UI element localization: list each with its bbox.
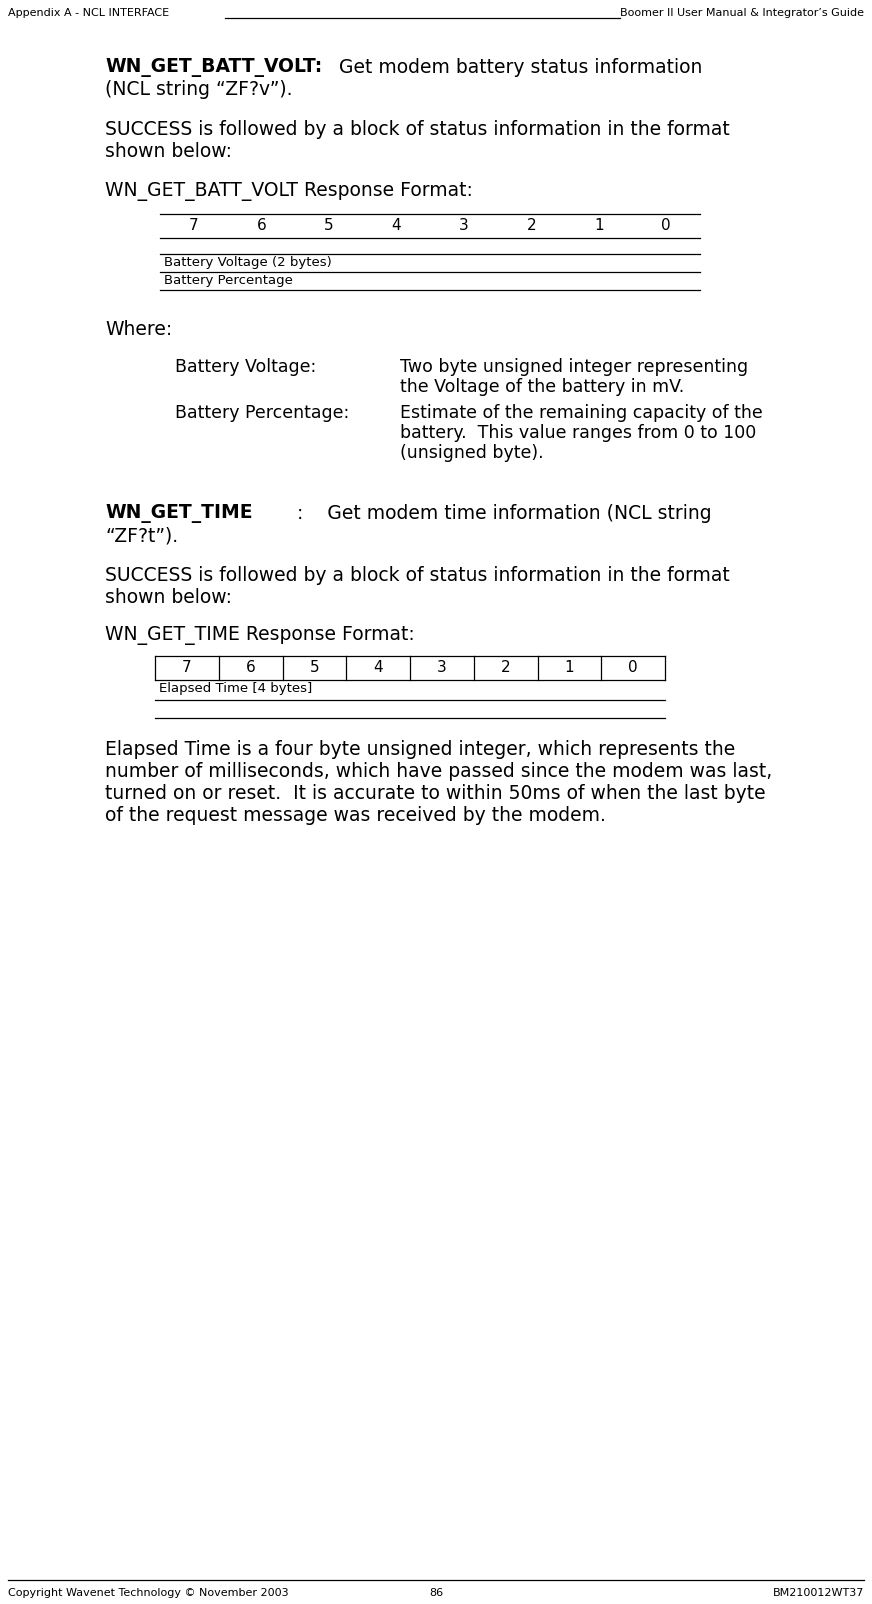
Text: Appendix A - NCL INTERFACE: Appendix A - NCL INTERFACE	[8, 8, 169, 18]
Text: Battery Voltage (2 bytes): Battery Voltage (2 bytes)	[164, 257, 331, 269]
Text: 5: 5	[310, 659, 319, 675]
Text: 7: 7	[189, 218, 199, 233]
Text: 86: 86	[429, 1588, 443, 1598]
Text: WN_GET_BATT_VOLT Response Format:: WN_GET_BATT_VOLT Response Format:	[105, 181, 473, 200]
Text: Copyright Wavenet Technology © November 2003: Copyright Wavenet Technology © November …	[8, 1588, 289, 1598]
Text: Estimate of the remaining capacity of the: Estimate of the remaining capacity of th…	[400, 404, 763, 422]
Text: Elapsed Time [4 bytes]: Elapsed Time [4 bytes]	[159, 682, 312, 695]
Text: SUCCESS is followed by a block of status information in the format: SUCCESS is followed by a block of status…	[105, 120, 730, 140]
Text: 1: 1	[564, 659, 574, 675]
Text: 3: 3	[459, 218, 468, 233]
Text: battery.  This value ranges from 0 to 100: battery. This value ranges from 0 to 100	[400, 423, 756, 443]
Text: Elapsed Time is a four byte unsigned integer, which represents the: Elapsed Time is a four byte unsigned int…	[105, 739, 735, 759]
Text: Battery Percentage:: Battery Percentage:	[175, 404, 350, 422]
Text: 0: 0	[629, 659, 638, 675]
Text: Boomer II User Manual & Integrator’s Guide: Boomer II User Manual & Integrator’s Gui…	[620, 8, 864, 18]
Text: number of milliseconds, which have passed since the modem was last,: number of milliseconds, which have passe…	[105, 762, 773, 781]
Text: “ZF?t”).: “ZF?t”).	[105, 526, 178, 545]
Text: shown below:: shown below:	[105, 589, 232, 606]
Text: 4: 4	[392, 218, 401, 233]
Text: 3: 3	[437, 659, 446, 675]
Text: 0: 0	[662, 218, 671, 233]
Text: 5: 5	[324, 218, 334, 233]
Text: Battery Voltage:: Battery Voltage:	[175, 358, 317, 375]
Text: (unsigned byte).: (unsigned byte).	[400, 444, 543, 462]
Text: turned on or reset.  It is accurate to within 50ms of when the last byte: turned on or reset. It is accurate to wi…	[105, 784, 766, 804]
Text: 7: 7	[182, 659, 192, 675]
Text: Battery Percentage: Battery Percentage	[164, 274, 293, 287]
Text: (NCL string “ZF?v”).: (NCL string “ZF?v”).	[105, 80, 292, 99]
Text: 4: 4	[373, 659, 383, 675]
Text: 6: 6	[256, 218, 266, 233]
Text: 1: 1	[594, 218, 603, 233]
Text: 2: 2	[527, 218, 536, 233]
Text: of the request message was received by the modem.: of the request message was received by t…	[105, 805, 606, 824]
Text: BM210012WT37: BM210012WT37	[773, 1588, 864, 1598]
Text: Two byte unsigned integer representing: Two byte unsigned integer representing	[400, 358, 748, 375]
Text: SUCCESS is followed by a block of status information in the format: SUCCESS is followed by a block of status…	[105, 566, 730, 585]
Text: :    Get modem time information (NCL string: : Get modem time information (NCL string	[297, 504, 712, 523]
Text: WN_GET_BATT_VOLT:: WN_GET_BATT_VOLT:	[105, 58, 323, 77]
Text: WN_GET_TIME: WN_GET_TIME	[105, 504, 253, 523]
Text: the Voltage of the battery in mV.: the Voltage of the battery in mV.	[400, 379, 685, 396]
Text: Where:: Where:	[105, 321, 173, 338]
Text: 2: 2	[501, 659, 510, 675]
Text: Get modem battery status information: Get modem battery status information	[315, 58, 702, 77]
Text: shown below:: shown below:	[105, 143, 232, 160]
Text: WN_GET_TIME Response Format:: WN_GET_TIME Response Format:	[105, 626, 415, 645]
Text: 6: 6	[246, 659, 255, 675]
